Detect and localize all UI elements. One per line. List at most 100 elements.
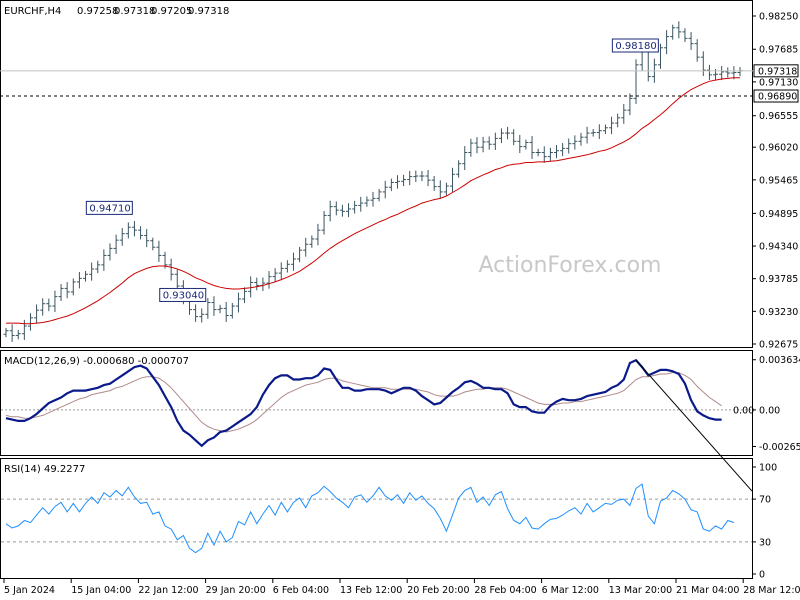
price-annotation-box xyxy=(159,287,207,302)
price-bar xyxy=(547,147,553,162)
x-tick-label: 6 Mar 12:00 xyxy=(542,585,599,596)
price-bar xyxy=(706,64,712,81)
price-y-tick-label: 0.97130 xyxy=(759,77,798,88)
price-bar xyxy=(401,174,407,187)
price-annotation: 0.93040 xyxy=(159,287,207,302)
rsi-pane: RSI(14) 49.2277 100 70 30 0 xyxy=(1,463,777,581)
price-bar xyxy=(676,21,682,39)
price-y-tick-label: 0.96020 xyxy=(759,143,798,154)
price-bar xyxy=(150,237,156,251)
price-bar xyxy=(235,292,241,313)
rsi-y-tick-label: 70 xyxy=(759,495,771,506)
price-bar xyxy=(535,148,541,157)
macd-y-tick-label: -0.002652 xyxy=(759,442,800,453)
price-pane-frame xyxy=(0,0,753,348)
price-bar xyxy=(205,298,211,319)
price-y-tick-label: 0.95465 xyxy=(759,175,798,186)
price-bar xyxy=(468,138,474,157)
price-y-tick-label: 0.94340 xyxy=(759,242,798,253)
price-bar xyxy=(352,200,358,214)
price-bar xyxy=(376,188,382,202)
macd-y-axis: 0.003634 0.00 -0.002652 0.00 xyxy=(733,355,800,453)
macd-y-tick-label: 0.00 xyxy=(759,405,780,416)
price-annotation-box xyxy=(611,38,659,53)
price-bar xyxy=(266,271,272,289)
price-y-tick-label: 0.92675 xyxy=(759,340,798,351)
price-annotation-box xyxy=(85,200,133,215)
price-pane: 0.94710 0.93040 0.98180 EURCHF,H4 0.97258 … xyxy=(0,6,799,351)
price-bar xyxy=(58,284,64,301)
price-bar xyxy=(419,170,425,182)
price-bar xyxy=(578,132,584,146)
price-bar xyxy=(217,304,223,314)
price-bar xyxy=(339,204,345,217)
price-bar xyxy=(437,180,443,199)
price-bar xyxy=(223,301,229,322)
rsi-pane-title: RSI(14) 49.2277 xyxy=(4,464,85,475)
ohlc-high: 0.97318 xyxy=(114,6,155,17)
price-bar xyxy=(138,226,144,240)
price-pane-title: EURCHF,H4 xyxy=(4,6,61,17)
x-tick-label: 28 Mar 12:00 xyxy=(743,585,800,596)
price-bar xyxy=(694,39,700,62)
price-y-tick-label: 0.93785 xyxy=(759,274,798,285)
price-annotation-label: 0.93040 xyxy=(163,290,204,301)
price-bar xyxy=(719,66,725,81)
price-bar xyxy=(425,170,431,187)
price-bar xyxy=(193,304,199,322)
price-bar xyxy=(486,136,492,150)
macd-pane: MACD(12,26,9) -0.000680 -0.000707 0.0036… xyxy=(1,355,800,492)
price-bar xyxy=(46,298,52,312)
x-axis: 5 Jan 2024 15 Jan 04:00 22 Jan 12:00 29 Jan… xyxy=(3,579,800,596)
price-bar xyxy=(413,170,419,183)
current-price-tag-text: 0.97318 xyxy=(758,66,797,77)
price-bar xyxy=(101,249,107,271)
price-bar xyxy=(554,144,559,159)
x-tick-label: 29 Jan 20:00 xyxy=(206,585,266,596)
price-bar xyxy=(621,104,627,124)
ohlc-close: 0.97318 xyxy=(188,6,229,17)
x-tick-label: 5 Jan 2024 xyxy=(4,585,55,596)
price-bar xyxy=(64,282,70,299)
price-bar xyxy=(297,246,303,263)
price-bar xyxy=(284,260,290,273)
price-bar xyxy=(480,136,486,153)
price-bar xyxy=(382,180,388,199)
price-bar xyxy=(272,268,278,282)
macd-zero-label: 0.00 xyxy=(733,405,754,416)
price-bar xyxy=(388,178,394,192)
price-bar xyxy=(15,329,21,340)
price-bar xyxy=(511,129,517,146)
price-bar xyxy=(107,243,113,261)
rsi-line xyxy=(5,483,735,554)
price-bar xyxy=(89,262,95,281)
price-bar xyxy=(346,203,352,218)
price-bar xyxy=(144,229,150,248)
macd-y-tick-label: 0.003634 xyxy=(759,355,800,366)
price-bar xyxy=(407,170,413,186)
price-bar xyxy=(83,270,89,282)
price-bar xyxy=(364,196,370,207)
price-annotations: 0.94710 0.93040 0.98180 xyxy=(85,38,659,302)
price-bar xyxy=(682,28,688,42)
x-tick-label: 6 Feb 04:00 xyxy=(273,585,329,596)
price-y-axis: 0.98250 0.97685 0.97130 0.96555 0.96020 0.954… xyxy=(752,12,798,351)
price-bar xyxy=(27,313,33,331)
price-bar xyxy=(9,324,15,342)
price-bar xyxy=(248,276,254,298)
rsi-y-tick-label: 30 xyxy=(759,537,771,548)
x-tick-label: 13 Feb 12:00 xyxy=(340,585,402,596)
pane-frames xyxy=(0,0,753,579)
price-bar xyxy=(443,182,449,196)
price-bar xyxy=(688,32,694,50)
price-bar xyxy=(602,124,608,134)
horizontal-line-tag-text: 0.96890 xyxy=(758,92,797,103)
x-tick-label: 13 Mar 20:00 xyxy=(609,585,672,596)
price-bar xyxy=(113,234,119,254)
price-bar xyxy=(76,271,82,289)
price-bar xyxy=(566,138,572,154)
watermark: ActionForex.com xyxy=(479,253,662,278)
price-bar xyxy=(327,200,333,222)
ohlc-low: 0.97205 xyxy=(151,6,192,17)
price-bar xyxy=(229,302,235,319)
